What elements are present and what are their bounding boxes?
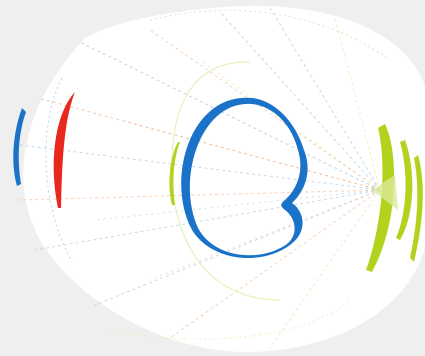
lime-blade [396,140,413,240]
faint-ray [17,189,381,201]
faint-ray [269,189,381,349]
faint-contour [45,77,73,263]
faint-ray [37,97,381,191]
lime-small-arc [169,142,180,205]
faint-ray [149,189,381,281]
faint-ray-lines [17,7,381,349]
faint-ray [34,189,381,251]
faint-ray [149,29,381,191]
lime-blade-faint [372,175,398,210]
lime-blade [410,155,423,262]
faint-ray [199,59,381,191]
blue-left-arc [13,108,26,186]
lime-right-fan [366,124,423,272]
faint-contour [109,299,351,340]
faint-ray [19,144,381,191]
faint-ray [79,41,381,191]
lime-blade [366,124,395,272]
white-blob-shape [23,5,425,353]
faint-ray [169,189,381,339]
red-crescent [53,92,75,208]
faint-contour [149,9,391,61]
faint-ray [219,11,381,191]
